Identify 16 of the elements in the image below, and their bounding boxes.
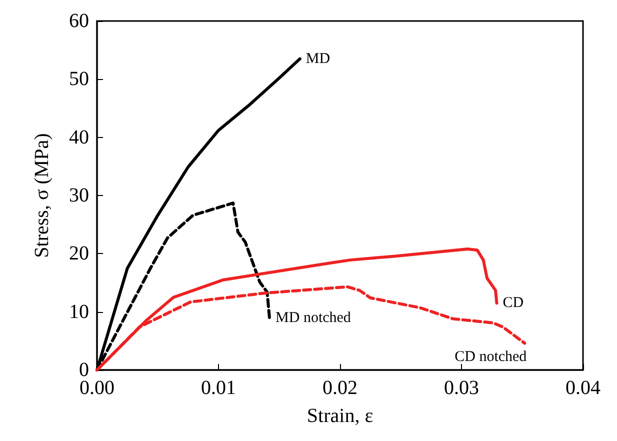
- y-tick-label: 60: [69, 10, 89, 32]
- y-tick-label: 40: [69, 126, 89, 148]
- x-tick-label: 0.03: [444, 377, 479, 399]
- x-tick-label: 0.01: [201, 377, 236, 399]
- y-tick-label: 50: [69, 68, 89, 90]
- series-label: MD notched: [276, 310, 352, 326]
- y-axis-title: Stress, σ (MPa): [31, 133, 53, 258]
- x-axis-title: Strain, ε: [306, 405, 374, 427]
- series-label: CD: [502, 295, 524, 312]
- series-label: CD notched: [454, 349, 528, 366]
- y-tick-label: 10: [69, 300, 89, 323]
- y-tick-label: 20: [69, 242, 89, 265]
- x-tick-label: 0.02: [322, 377, 358, 399]
- x-tick-label: 0.04: [566, 377, 600, 399]
- series-label: MD: [306, 50, 330, 67]
- y-tick-label: 30: [69, 184, 89, 206]
